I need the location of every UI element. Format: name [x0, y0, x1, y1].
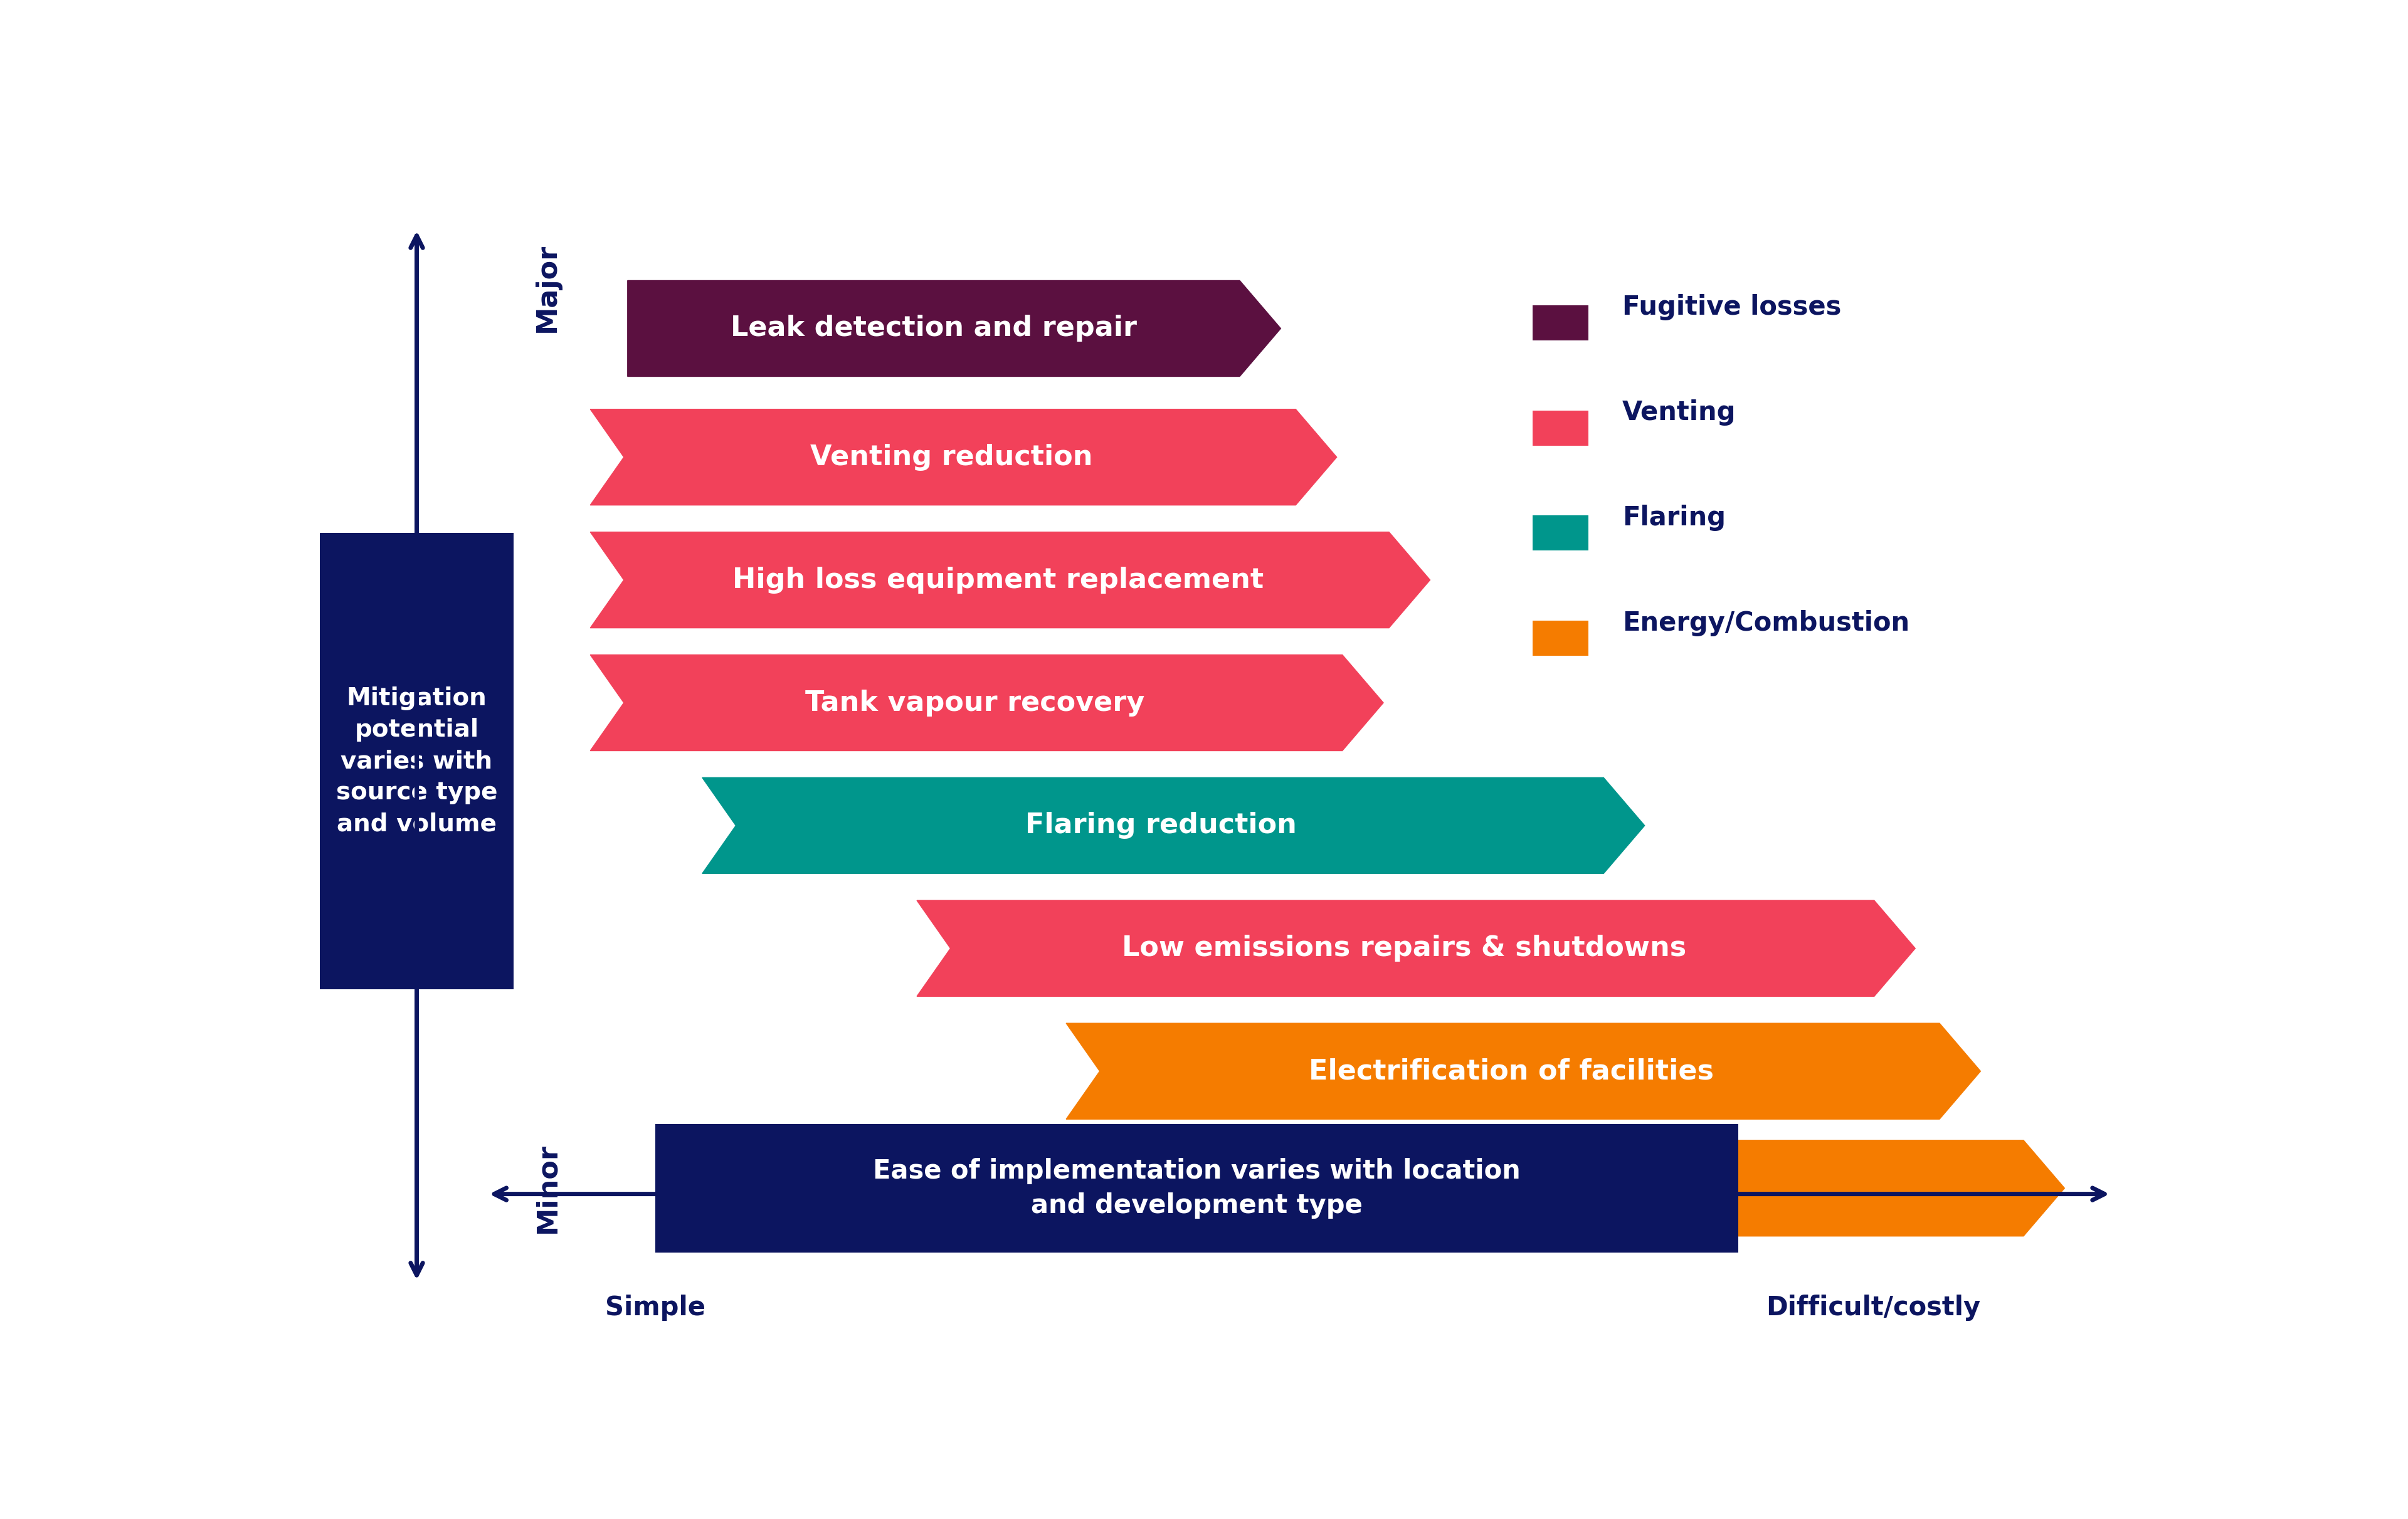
- Text: Minor: Minor: [535, 1144, 561, 1233]
- Text: Simple: Simple: [604, 1294, 706, 1320]
- Polygon shape: [1067, 1024, 1979, 1120]
- Text: Tank vapour recovery: Tank vapour recovery: [804, 690, 1144, 717]
- Polygon shape: [590, 409, 1336, 506]
- Polygon shape: [917, 901, 1914, 996]
- FancyBboxPatch shape: [1531, 305, 1589, 340]
- Text: Electric drilling: Electric drilling: [1486, 1174, 1724, 1202]
- FancyBboxPatch shape: [655, 1124, 1739, 1253]
- Text: Leak detection and repair: Leak detection and repair: [730, 314, 1137, 342]
- Text: Flaring: Flaring: [1623, 504, 1727, 532]
- Polygon shape: [590, 532, 1430, 627]
- Polygon shape: [628, 281, 1281, 377]
- Text: Low emissions repairs & shutdowns: Low emissions repairs & shutdowns: [1122, 934, 1686, 962]
- FancyBboxPatch shape: [320, 533, 513, 989]
- Text: Ease of implementation varies with location
and development type: Ease of implementation varies with locat…: [874, 1157, 1519, 1218]
- Text: Mitigation
potential
varies with
source type
and volume: Mitigation potential varies with source …: [337, 687, 498, 835]
- Text: High loss equipment replacement: High loss equipment replacement: [732, 567, 1264, 594]
- Text: Fugitive losses: Fugitive losses: [1623, 295, 1842, 321]
- Text: Venting: Venting: [1623, 399, 1736, 425]
- Polygon shape: [590, 655, 1382, 750]
- Text: Difficult/costly: Difficult/costly: [1765, 1294, 1979, 1320]
- FancyBboxPatch shape: [1531, 410, 1589, 445]
- Polygon shape: [1168, 1141, 2064, 1236]
- Text: Venting reduction: Venting reduction: [809, 444, 1093, 471]
- Text: Flaring reduction: Flaring reduction: [1026, 813, 1298, 838]
- FancyBboxPatch shape: [1531, 621, 1589, 656]
- FancyBboxPatch shape: [1531, 515, 1589, 551]
- Text: Electrification of facilities: Electrification of facilities: [1308, 1057, 1714, 1085]
- Text: Energy/Combustion: Energy/Combustion: [1623, 611, 1910, 636]
- Text: Major: Major: [535, 243, 561, 333]
- Polygon shape: [703, 778, 1645, 873]
